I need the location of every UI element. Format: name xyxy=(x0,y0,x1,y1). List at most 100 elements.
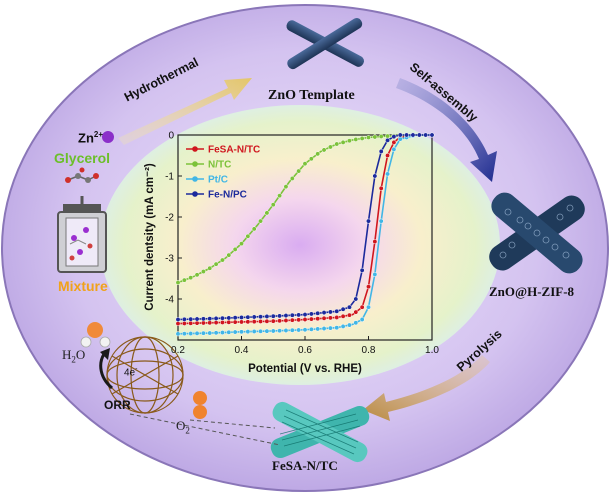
series-point-0 xyxy=(220,320,225,325)
series-point-0 xyxy=(385,153,390,158)
series-point-2 xyxy=(220,330,225,335)
series-point-1 xyxy=(213,261,219,267)
series-point-0 xyxy=(315,316,321,322)
series-point-1 xyxy=(334,141,340,147)
series-point-2 xyxy=(188,331,194,336)
series-point-0 xyxy=(347,312,352,318)
series-point-3 xyxy=(277,313,283,319)
h2o-o: O xyxy=(75,347,86,362)
series-point-3 xyxy=(232,315,238,321)
series-point-3 xyxy=(334,308,340,314)
series-point-3 xyxy=(315,310,321,316)
series-point-0 xyxy=(194,320,200,326)
series-point-0 xyxy=(232,319,238,325)
series-point-3 xyxy=(283,313,289,319)
series-point-1 xyxy=(283,184,289,190)
series-point-1 xyxy=(175,280,181,286)
zno-rod-cross-icon xyxy=(286,18,365,70)
series-point-3 xyxy=(239,315,244,320)
series-point-3 xyxy=(194,316,200,322)
series-point-0 xyxy=(340,313,346,319)
series-point-3 xyxy=(359,267,365,273)
series-point-2 xyxy=(264,328,270,334)
series-point-3 xyxy=(181,316,187,322)
o2-o: O xyxy=(176,418,186,433)
series-point-2 xyxy=(296,327,302,333)
series-point-1 xyxy=(340,139,346,145)
series-point-3 xyxy=(226,315,232,321)
series-point-1 xyxy=(270,202,276,208)
series-point-3 xyxy=(366,218,371,224)
series-point-0 xyxy=(391,139,397,145)
four-e-label: 4e- xyxy=(124,366,137,378)
series-point-2 xyxy=(353,320,359,326)
series-point-0 xyxy=(258,319,263,324)
x-tick-label: 0.2 xyxy=(171,345,185,356)
glycerol-molecule-icon xyxy=(65,167,99,183)
fesa-cross-icon xyxy=(270,401,370,463)
y-tick-label: -2 xyxy=(165,213,174,224)
legend-label: FeSA-N/TC xyxy=(208,145,260,156)
water-molecule-icon xyxy=(80,322,111,348)
zno-zif-label: ZnO@H-ZIF-8 xyxy=(489,284,575,299)
series-point-0 xyxy=(321,315,327,321)
series-point-3 xyxy=(175,317,181,322)
series-point-0 xyxy=(302,317,308,322)
series-point-1 xyxy=(245,233,251,239)
series-point-2 xyxy=(334,325,340,331)
series-point-1 xyxy=(188,275,194,281)
h2o-sub: 2 xyxy=(71,354,76,365)
series-point-3 xyxy=(404,132,410,138)
series-point-0 xyxy=(378,185,384,191)
o2-label: O2 xyxy=(176,418,190,436)
series-point-3 xyxy=(340,306,346,312)
oxygen-molecule-icon xyxy=(193,391,207,419)
series-point-2 xyxy=(175,331,181,337)
orr-arrowhead xyxy=(100,348,110,360)
series-point-1 xyxy=(302,161,308,167)
series-point-2 xyxy=(251,329,257,334)
series-point-3 xyxy=(270,313,276,319)
hydrothermal-arrow xyxy=(118,78,252,145)
series-point-3 xyxy=(327,309,333,315)
series-point-1 xyxy=(277,193,283,199)
series-point-0 xyxy=(296,317,302,323)
fullerene-icon xyxy=(106,336,184,414)
series-point-0 xyxy=(264,318,270,324)
series-point-2 xyxy=(347,322,352,328)
series-point-3 xyxy=(220,315,225,321)
series-point-0 xyxy=(283,318,289,323)
series-point-1 xyxy=(385,133,390,139)
x-tick-label: 0.6 xyxy=(298,345,312,356)
series-point-3 xyxy=(397,132,403,138)
zoom-line-top xyxy=(189,419,276,429)
series-point-0 xyxy=(353,309,359,315)
series-point-3 xyxy=(385,137,390,143)
series-point-0 xyxy=(334,315,340,320)
series-point-2 xyxy=(207,330,213,336)
series-point-2 xyxy=(270,328,276,334)
series-point-1 xyxy=(289,176,295,181)
y-tick-label: 0 xyxy=(168,131,174,142)
x-tick-label: 0.8 xyxy=(362,345,376,356)
zno-template-label: ZnO Template xyxy=(268,88,355,103)
series-point-3 xyxy=(321,310,327,316)
series-point-1 xyxy=(258,218,263,224)
series-point-3 xyxy=(289,312,295,318)
series-point-0 xyxy=(181,320,187,326)
series-point-1 xyxy=(207,265,213,271)
x-tick-label: 0.4 xyxy=(235,345,249,356)
series-point-2 xyxy=(200,330,206,336)
zoom-line-bottom xyxy=(129,413,281,446)
series-point-0 xyxy=(245,319,251,325)
series-point-3 xyxy=(416,132,422,138)
h2o-h: H xyxy=(62,347,72,362)
series-point-1 xyxy=(251,226,257,232)
series-point-3 xyxy=(391,134,397,140)
series-line-2 xyxy=(177,134,432,335)
x-tick-label: 1.0 xyxy=(425,345,439,356)
o2-sub: 2 xyxy=(185,425,190,436)
series-point-2 xyxy=(258,328,263,334)
